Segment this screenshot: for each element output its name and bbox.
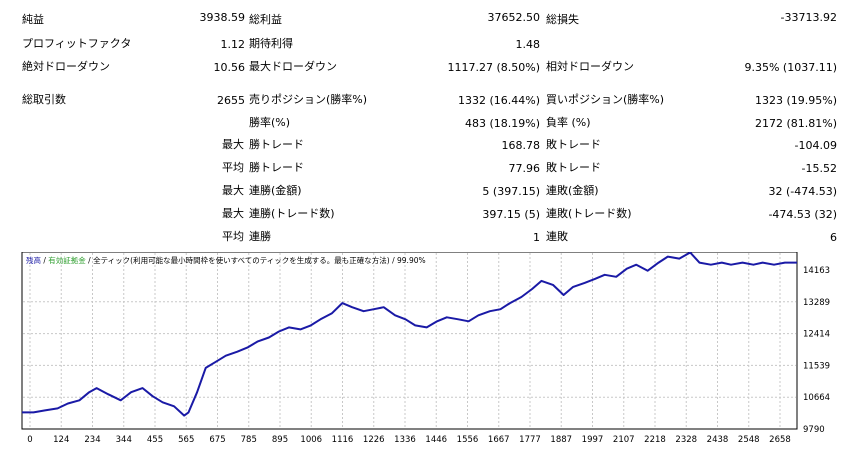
max-consecutive-wins-amount-label: 連勝(金額) [249,184,302,197]
loss-rate-label: 負率 (%) [546,116,591,129]
row9-prefix: 最大 [222,207,244,220]
chart-svg: 14163 13289 12414 11539 10664 9790 0 124 234 344… [21,251,830,445]
chart-header-model: 全ティック(利用可能な最小時間枠を使いすべてのティックを生成する。最も正確な方法… [93,255,390,265]
net-profit-value: 3938.59 [199,11,246,24]
max-consecutive-wins-count-value: 397.15 (5) [482,208,540,221]
x-tick-label: 1887 [550,435,572,445]
row8-prefix: 最大 [222,184,244,197]
x-tick-label: 1556 [457,435,479,445]
profit-factor-label: プロフィットファクタ [22,37,132,50]
x-tick-label: 1997 [582,435,604,445]
x-tick-label: 565 [178,435,194,445]
long-positions-value: 1323 (19.95%) [754,94,837,107]
average-win-label: 勝トレード [249,161,304,174]
x-tick-label: 234 [84,435,100,445]
balance-chart: 14163 13289 12414 11539 10664 9790 0 124 234 344… [0,251,857,449]
total-trades-value: 2655 [217,94,245,107]
x-axis-ticks: 0 124 234 344 455 565 675 785 895 1006 1116 1226 133… [27,435,791,445]
max-consecutive-wins-amount-value: 5 (397.15) [482,185,540,198]
x-tick-label: 1006 [300,435,322,445]
max-consecutive-losses-amount-label: 連敗(金額) [546,184,599,197]
loss-rate-value: 2172 (81.81%) [754,117,837,130]
y-axis-ticks: 14163 13289 12414 11539 10664 9790 [803,266,830,435]
row10-prefix: 平均 [222,230,244,243]
chart-header-equity: 有効証拠金 [48,255,86,265]
x-tick-label: 2438 [707,435,729,445]
row6-prefix: 最大 [222,138,244,151]
x-tick-label: 675 [209,435,225,445]
x-tick-label: 1336 [394,435,416,445]
max-consecutive-wins-count-label: 連勝(トレード数) [249,207,335,220]
x-tick-label: 0 [27,435,32,445]
chart-header-balance: 残高 [26,255,41,265]
x-tick-label: 1667 [488,435,510,445]
max-consecutive-losses-count-label: 連敗(トレード数) [546,207,632,220]
avg-consecutive-wins-value: 1 [533,231,540,244]
x-tick-label: 1777 [519,435,541,445]
y-tick-label: 10664 [803,393,830,403]
y-tick-label: 14163 [803,266,830,276]
x-tick-label: 2548 [738,435,760,445]
average-loss-value: -15.52 [801,162,837,175]
avg-consecutive-losses-label: 連敗 [546,230,568,243]
y-tick-label: 13289 [803,298,830,308]
x-tick-label: 2328 [675,435,697,445]
net-profit-label: 純益 [22,13,44,26]
gross-loss-value: -33713.92 [780,11,837,24]
chart-header-quality: / 99.90% [390,256,426,265]
short-positions-label: 売りポジション(勝率%) [249,93,368,106]
profit-factor-value: 1.12 [220,38,246,51]
x-tick-label: 124 [53,435,69,445]
x-tick-label: 2218 [644,435,666,445]
chart-grid [23,253,796,428]
gross-loss-label: 総損失 [546,13,579,26]
y-tick-label: 9790 [803,425,825,435]
relative-drawdown-value: 9.35% (1037.11) [744,61,837,74]
balance-line [22,251,797,417]
x-tick-label: 2107 [613,435,635,445]
x-tick-label: 2658 [769,435,791,445]
absolute-drawdown-value: 10.56 [213,61,246,74]
expected-payoff-label: 期待利得 [249,37,293,50]
max-drawdown-value: 1117.27 (8.50%) [447,61,540,74]
chart-header: 残高 / 有効証拠金 / 全ティック(利用可能な最小時間枠を使いすべてのティック… [26,255,426,265]
long-positions-label: 買いポジション(勝率%) [546,93,665,106]
y-tick-label: 12414 [803,330,830,340]
y-tick-label: 11539 [803,361,830,371]
largest-loss-label: 敗トレード [546,138,601,151]
avg-consecutive-losses-value: 6 [830,231,837,244]
average-win-value: 77.96 [508,162,541,175]
chart-header-sep2: / [86,256,93,265]
max-drawdown-label: 最大ドローダウン [249,60,337,73]
absolute-drawdown-label: 絶対ドローダウン [22,60,110,73]
x-tick-label: 785 [241,435,257,445]
max-consecutive-losses-count-value: -474.53 (32) [768,208,837,221]
avg-consecutive-wins-label: 連勝 [249,230,271,243]
largest-win-value: 168.78 [501,139,541,152]
x-tick-label: 895 [272,435,288,445]
report-stats: 純益 3938.59 総利益 37652.50 総損失 -33713.92 プロ… [22,11,837,244]
gross-profit-label: 総利益 [249,13,282,26]
x-tick-label: 344 [116,435,132,445]
largest-win-label: 勝トレード [249,138,304,151]
x-tick-label: 455 [147,435,163,445]
relative-drawdown-label: 相対ドローダウン [546,60,634,73]
x-tick-label: 1116 [332,435,354,445]
total-trades-label: 総取引数 [22,93,66,106]
chart-header-sep1: / [41,256,48,265]
largest-loss-value: -104.09 [794,139,837,152]
x-tick-label: 1226 [363,435,385,445]
win-rate-value: 483 (18.19%) [464,117,540,130]
balance-series [22,251,797,417]
plot-frame [21,251,798,430]
max-consecutive-losses-amount-value: 32 (-474.53) [768,185,837,198]
x-tick-label: 1446 [425,435,447,445]
gross-profit-value: 37652.50 [487,11,541,24]
win-rate-label: 勝率(%) [249,116,291,129]
short-positions-value: 1332 (16.44%) [457,94,540,107]
row7-prefix: 平均 [222,161,244,174]
average-loss-label: 敗トレード [546,161,601,174]
expected-payoff-value: 1.48 [515,38,541,51]
